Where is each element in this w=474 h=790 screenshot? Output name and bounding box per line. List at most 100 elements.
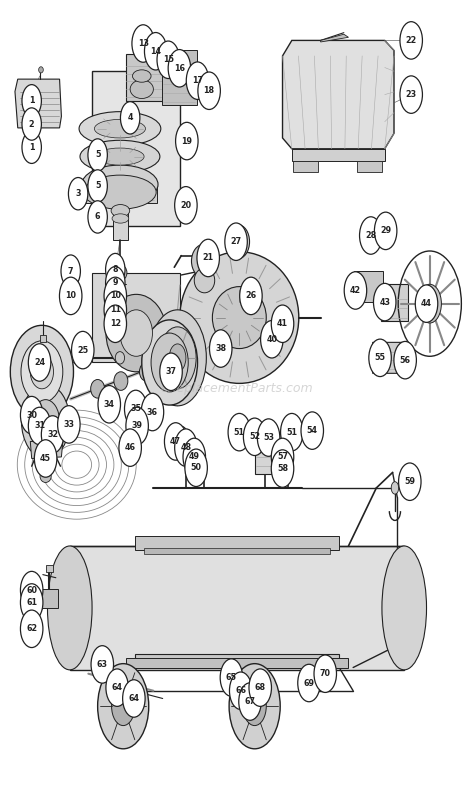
Text: 2: 2 — [29, 119, 35, 129]
Text: 40: 40 — [266, 335, 277, 344]
Text: 22: 22 — [406, 36, 417, 45]
Text: 27: 27 — [230, 237, 242, 246]
Text: 51: 51 — [234, 427, 245, 437]
Text: 29: 29 — [380, 227, 391, 235]
Ellipse shape — [180, 252, 299, 383]
Ellipse shape — [391, 482, 399, 494]
Text: 52: 52 — [249, 432, 260, 442]
Ellipse shape — [21, 340, 63, 403]
Text: 10: 10 — [65, 292, 76, 300]
Circle shape — [123, 679, 145, 717]
Circle shape — [244, 418, 266, 456]
Text: 23: 23 — [406, 90, 417, 99]
Circle shape — [61, 255, 81, 288]
Ellipse shape — [29, 613, 40, 629]
Circle shape — [314, 655, 337, 693]
Ellipse shape — [300, 675, 309, 690]
Ellipse shape — [149, 310, 206, 406]
Bar — [135, 536, 339, 550]
Circle shape — [41, 416, 64, 453]
Ellipse shape — [21, 384, 70, 458]
Ellipse shape — [116, 311, 125, 327]
Circle shape — [106, 669, 128, 706]
Ellipse shape — [84, 175, 156, 209]
Text: 21: 21 — [203, 254, 214, 262]
Text: 43: 43 — [379, 298, 390, 307]
Text: 17: 17 — [192, 76, 203, 85]
Text: 57: 57 — [277, 453, 288, 461]
Circle shape — [168, 50, 191, 87]
Circle shape — [68, 178, 88, 210]
Text: 59: 59 — [404, 477, 415, 486]
Text: 64: 64 — [112, 683, 123, 692]
Circle shape — [228, 413, 251, 451]
Circle shape — [369, 339, 392, 377]
Circle shape — [88, 170, 107, 202]
Text: eReplacementParts.com: eReplacementParts.com — [161, 382, 313, 395]
Circle shape — [58, 406, 80, 443]
Text: 46: 46 — [125, 443, 136, 452]
Circle shape — [20, 571, 43, 609]
Circle shape — [88, 139, 107, 171]
Text: 5: 5 — [95, 151, 100, 160]
Text: 7: 7 — [68, 267, 73, 276]
Ellipse shape — [32, 400, 60, 443]
Ellipse shape — [111, 205, 130, 217]
Ellipse shape — [139, 363, 154, 381]
Bar — [39, 335, 46, 342]
Circle shape — [119, 429, 141, 466]
Circle shape — [141, 393, 164, 431]
Text: 62: 62 — [26, 624, 37, 634]
Bar — [151, 362, 189, 391]
Text: 9: 9 — [112, 278, 118, 288]
Ellipse shape — [229, 664, 280, 749]
Text: 36: 36 — [147, 408, 158, 416]
Ellipse shape — [82, 165, 158, 204]
Bar — [126, 658, 348, 668]
Circle shape — [183, 438, 206, 476]
Circle shape — [239, 683, 261, 720]
Ellipse shape — [130, 80, 154, 99]
Circle shape — [249, 669, 272, 706]
Bar — [357, 161, 383, 172]
Circle shape — [198, 72, 220, 110]
Circle shape — [106, 266, 125, 299]
Text: 3: 3 — [75, 190, 81, 198]
Ellipse shape — [246, 693, 255, 709]
Text: 70: 70 — [320, 669, 331, 678]
Text: 37: 37 — [165, 367, 176, 376]
Ellipse shape — [145, 352, 155, 364]
Text: 51: 51 — [286, 427, 297, 437]
Circle shape — [145, 32, 167, 70]
Text: 65: 65 — [226, 673, 237, 682]
Text: 18: 18 — [203, 86, 215, 96]
Circle shape — [28, 344, 51, 382]
Circle shape — [20, 397, 43, 434]
Text: 55: 55 — [374, 353, 385, 363]
Text: 1: 1 — [29, 96, 35, 105]
Ellipse shape — [111, 687, 135, 725]
Circle shape — [394, 341, 416, 379]
Circle shape — [157, 41, 180, 78]
Bar — [83, 182, 157, 203]
Ellipse shape — [30, 355, 54, 389]
Text: 4: 4 — [128, 113, 133, 122]
Bar — [381, 284, 408, 322]
Text: 11: 11 — [110, 306, 121, 314]
Ellipse shape — [106, 295, 166, 372]
Text: 48: 48 — [180, 443, 191, 452]
Text: 47: 47 — [170, 437, 181, 446]
Bar — [126, 55, 181, 101]
Circle shape — [125, 390, 147, 427]
Text: 39: 39 — [132, 422, 143, 431]
Ellipse shape — [10, 325, 73, 418]
Ellipse shape — [47, 546, 92, 670]
Circle shape — [271, 450, 294, 487]
Circle shape — [35, 440, 57, 477]
Circle shape — [20, 584, 43, 621]
Text: 49: 49 — [189, 453, 200, 461]
Ellipse shape — [424, 295, 435, 313]
Text: 42: 42 — [350, 286, 361, 295]
Circle shape — [197, 239, 219, 276]
Text: 26: 26 — [246, 292, 256, 300]
